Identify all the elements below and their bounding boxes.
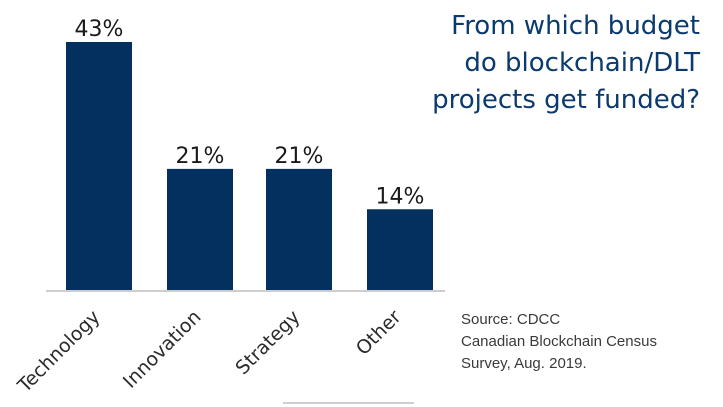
chart-title: From which budget do blockchain/DLT proj… (400, 8, 700, 119)
bar-other (367, 209, 433, 290)
source-line-3: Survey, Aug. 2019. (461, 355, 587, 372)
chart-title-line-1: From which budget (451, 11, 700, 41)
value-label-strategy: 21% (275, 144, 324, 169)
x-tick-labels-layer: Technology Innovation Strategy Other (13, 306, 406, 398)
source-note: Source: CDCC Canadian Blockchain Census … (461, 309, 719, 375)
bars-layer (66, 42, 433, 290)
bar-innovation (167, 168, 233, 290)
x-tick-label-other: Other (352, 306, 406, 360)
chart-title-line-3: projects get funded? (432, 85, 700, 115)
source-line-1: Source: CDCC (461, 311, 561, 328)
chart-title-line-2: do blockchain/DLT (464, 48, 700, 78)
x-tick-label-innovation: Innovation (119, 306, 206, 393)
bar-strategy (266, 168, 332, 290)
value-labels-layer: 43% 21% 21% 14% (75, 17, 425, 209)
bottom-divider (283, 402, 414, 404)
source-line-2: Canadian Blockchain Census (461, 333, 657, 350)
value-label-other: 14% (376, 184, 425, 209)
value-label-innovation: 21% (176, 144, 225, 169)
x-tick-label-strategy: Strategy (231, 306, 304, 379)
bar-technology (66, 42, 132, 290)
value-label-technology: 43% (75, 17, 124, 42)
x-tick-label-technology: Technology (13, 306, 105, 398)
